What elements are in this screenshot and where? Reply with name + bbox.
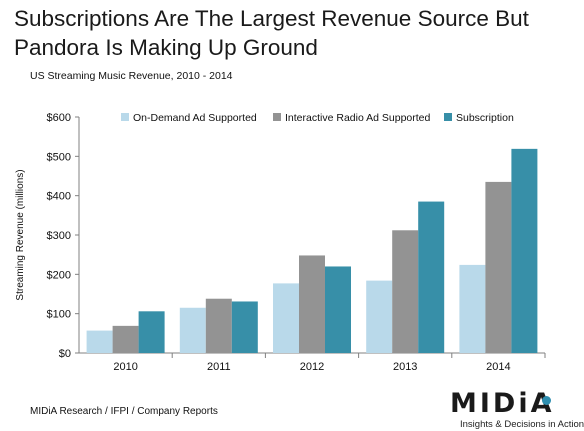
bar [485,181,512,353]
logo-dot-icon [542,396,551,405]
bar [325,266,351,353]
x-tick-label: 2012 [300,361,324,373]
bar [86,330,113,353]
bar [138,311,165,353]
legend-swatch [273,113,281,121]
y-axis-title: Streaming Revenue (millions) [15,169,26,300]
x-tick-label: 2014 [486,361,510,373]
bar [366,280,393,353]
chart-subtitle: US Streaming Music Revenue, 2010 - 2014 [30,70,233,82]
bar [205,298,232,353]
y-tick-label: $500 [47,151,71,163]
y-tick-label: $600 [47,112,71,124]
legend-swatch [121,113,129,121]
bar [511,148,538,353]
bar [392,230,419,353]
legend-label: On-Demand Ad Supported [133,112,257,124]
legend-label: Interactive Radio Ad Supported [285,112,431,124]
midia-logo: MIDiA Insights & Decisions in Action [448,388,584,430]
bar [299,255,325,353]
legend-label: Subscription [456,112,514,124]
source-note: MIDiA Research / IFPI / Company Reports [30,406,218,417]
bar [273,283,299,353]
x-tick-label: 2013 [393,361,417,373]
y-tick-label: $100 [47,309,71,321]
logo-wordmark: MIDiA [450,388,555,419]
x-tick-label: 2010 [113,361,137,373]
bar [459,264,486,353]
bar [179,307,206,353]
legend-swatch [444,113,452,121]
bar [231,301,258,353]
bar [112,325,139,353]
y-tick-label: $200 [47,269,71,281]
y-tick-label: $0 [59,348,71,360]
x-tick-label: 2011 [207,361,231,373]
y-tick-label: $300 [47,230,71,242]
y-tick-label: $400 [47,191,71,203]
bar [418,201,445,353]
logo-tagline: Insights & Decisions in Action [460,419,584,430]
chart-title: Subscriptions Are The Largest Revenue So… [14,6,529,60]
